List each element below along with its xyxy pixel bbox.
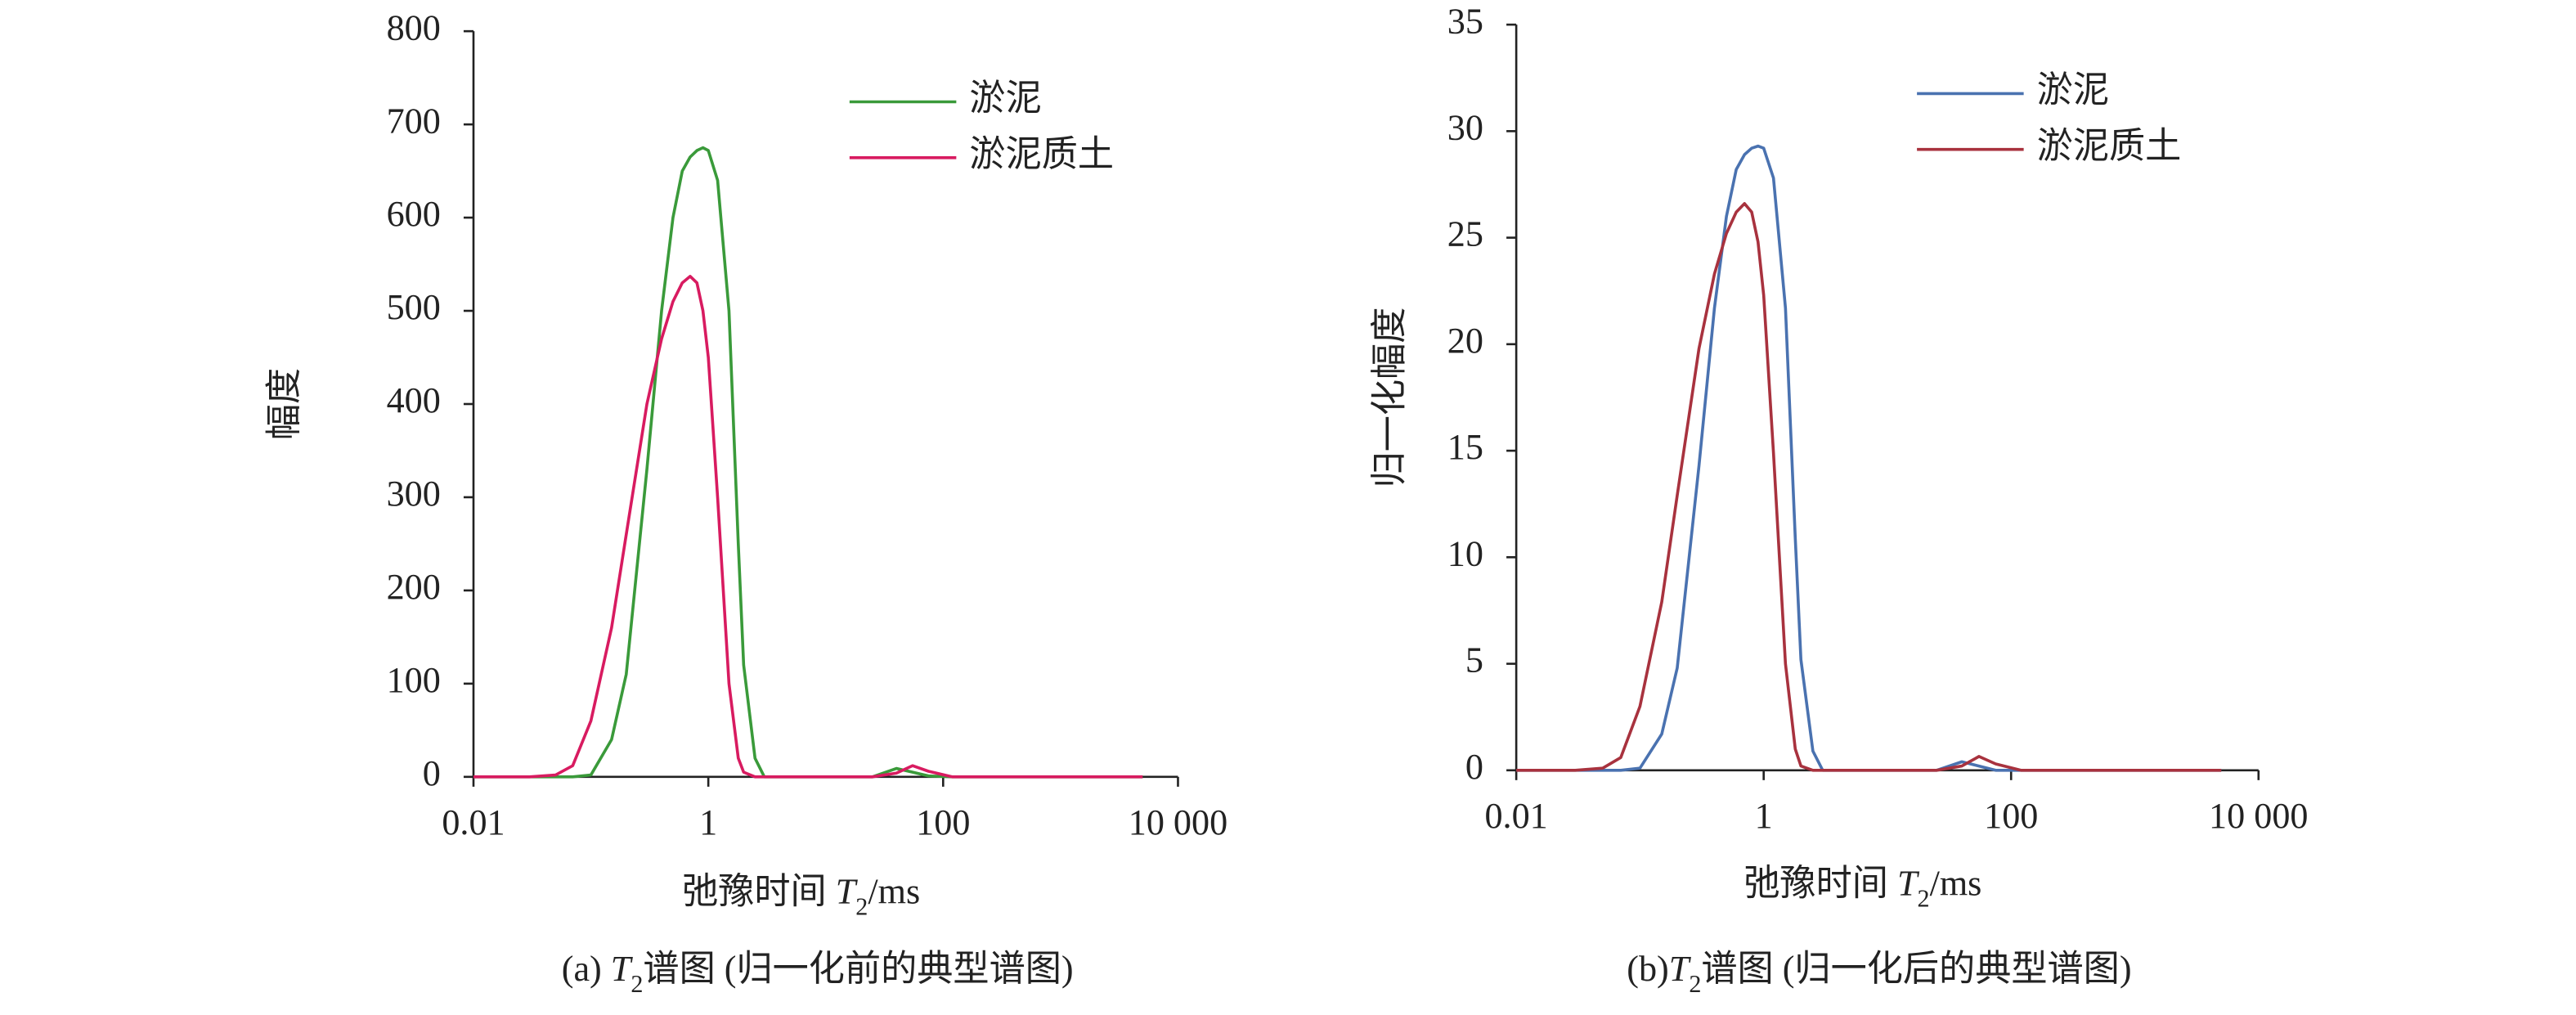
series-line: [1516, 202, 2222, 772]
caption-part: T: [611, 949, 634, 989]
x-axis-title-part: T: [1897, 864, 1920, 904]
y-tick-label: 0: [1465, 747, 1483, 787]
y-axis-title: 归一化幅度: [1370, 308, 1410, 488]
caption-part: 2: [1689, 970, 1701, 998]
legend-label: 淤泥: [2037, 70, 2109, 110]
y-tick-label: 10: [1447, 533, 1483, 573]
x-tick-label: 10 000: [1129, 802, 1227, 842]
caption: (a) T2谱图 (归一化前的典型谱图): [562, 949, 1074, 998]
series-line: [473, 146, 1143, 779]
x-tick-label: 1: [1755, 796, 1773, 836]
x-axis-title-part: 2: [855, 892, 868, 920]
caption-part: 谱图 (归一化后的典型谱图): [1701, 949, 2131, 989]
y-tick-label: 600: [387, 194, 441, 234]
y-tick-label: 30: [1447, 108, 1483, 148]
y-tick-label: 200: [387, 567, 441, 607]
y-tick-label: 20: [1447, 321, 1483, 361]
caption-part: T: [1669, 949, 1692, 989]
x-tick-label: 1: [699, 802, 717, 842]
y-tick-label: 700: [387, 101, 441, 141]
y-tick-label: 35: [1447, 1, 1483, 41]
y-tick-label: 100: [387, 660, 441, 700]
x-axis-title-part: 弛豫时间: [1744, 864, 1897, 904]
x-tick-label: 0.01: [1484, 796, 1547, 836]
x-axis-title: 弛豫时间 T2/ms: [1744, 864, 1981, 913]
y-tick-label: 800: [387, 7, 441, 47]
series-line: [1516, 144, 2222, 772]
x-axis-title-part: /ms: [868, 872, 920, 912]
x-tick-label: 100: [1984, 796, 2038, 836]
x-axis-title-part: 2: [1918, 884, 1930, 912]
y-tick-label: 0: [423, 753, 441, 793]
legend-label: 淤泥质土: [969, 134, 1114, 174]
y-tick-label: 15: [1447, 427, 1483, 467]
y-axis-title: 幅度: [264, 368, 304, 440]
legend-label: 淤泥: [969, 79, 1041, 119]
caption: (b)T2谱图 (归一化后的典型谱图): [1627, 949, 2131, 998]
caption-part: 谱图 (归一化前的典型谱图): [643, 949, 1073, 989]
x-tick-label: 100: [916, 802, 970, 842]
x-tick-label: 0.01: [442, 802, 505, 842]
x-axis-title: 弛豫时间 T2/ms: [682, 872, 920, 921]
y-tick-label: 5: [1465, 640, 1483, 680]
x-axis-title-part: T: [836, 872, 859, 912]
caption-part: (b): [1627, 949, 1669, 989]
y-tick-label: 300: [387, 474, 441, 514]
caption-part: 2: [631, 970, 643, 998]
x-tick-label: 10 000: [2209, 796, 2308, 836]
x-axis-title-part: /ms: [1930, 864, 1982, 904]
y-tick-label: 400: [387, 380, 441, 420]
y-tick-label: 500: [387, 287, 441, 327]
x-axis-title-part: 弛豫时间: [682, 872, 836, 912]
caption-part: (a): [562, 949, 611, 989]
y-tick-label: 25: [1447, 214, 1483, 254]
series-line: [473, 275, 1143, 779]
legend-label: 淤泥质土: [2037, 126, 2182, 166]
